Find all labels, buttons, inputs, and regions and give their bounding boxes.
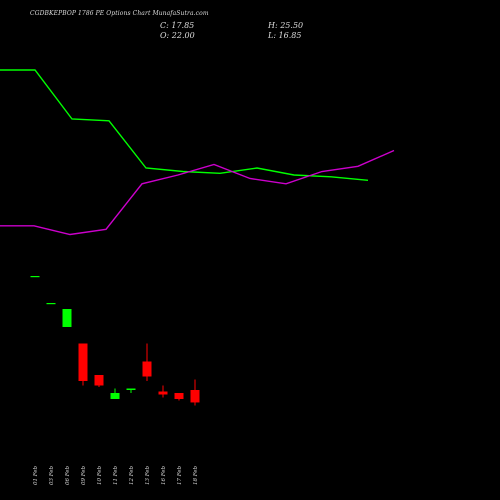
candle-body	[174, 393, 184, 399]
close-value: C: 17.85	[160, 21, 195, 30]
candle-body	[190, 390, 200, 403]
magenta-indicator-line	[0, 149, 395, 236]
candle-body	[126, 388, 136, 390]
x-tick-label: 01 Feb	[33, 465, 39, 485]
candle-body	[78, 343, 88, 381]
candle-06-feb	[62, 309, 72, 327]
candle-body	[158, 391, 168, 395]
x-tick-label: 03 Feb	[49, 465, 55, 485]
green-indicator-line	[0, 69, 369, 181]
candles	[30, 276, 200, 406]
candle-17-feb	[174, 393, 184, 401]
low-value: L: 16.85	[268, 31, 302, 40]
x-tick-label: 17 Feb	[177, 465, 183, 485]
candle-01-feb	[30, 276, 40, 278]
candle-body	[62, 309, 72, 327]
x-tick-label: 10 Feb	[97, 465, 103, 485]
x-axis-labels: 01 Feb 03 Feb 06 Feb 09 Feb 10 Feb 11 Feb 12 F…	[33, 465, 199, 485]
candle-13-feb	[142, 343, 152, 381]
candle-10-feb	[94, 375, 104, 387]
x-tick-label: 13 Feb	[145, 465, 151, 485]
candle-body	[94, 375, 104, 386]
open-value: O: 22.00	[160, 31, 195, 40]
candle-body	[30, 276, 40, 278]
x-tick-label: 11 Feb	[113, 465, 119, 485]
candle-09-feb	[78, 343, 88, 386]
candle-body	[46, 303, 56, 305]
chart-title: CGDBKEPBOP 1786 PE Options Chart MunafaS…	[30, 10, 209, 17]
candle-12-feb	[126, 388, 136, 393]
candle-body	[110, 393, 120, 399]
candle-11-feb	[110, 388, 120, 399]
x-tick-label: 16 Feb	[161, 465, 167, 485]
candle-16-feb	[158, 385, 168, 398]
candle-body	[142, 361, 152, 377]
x-tick-label: 06 Feb	[65, 465, 71, 485]
x-tick-label: 18 Feb	[193, 465, 199, 485]
x-tick-label: 12 Feb	[129, 465, 135, 485]
candle-18-feb	[190, 379, 200, 406]
high-value: H: 25.50	[268, 21, 304, 30]
candle-03-feb	[46, 303, 56, 305]
x-tick-label: 09 Feb	[81, 465, 87, 485]
indicator-lines	[0, 69, 395, 236]
